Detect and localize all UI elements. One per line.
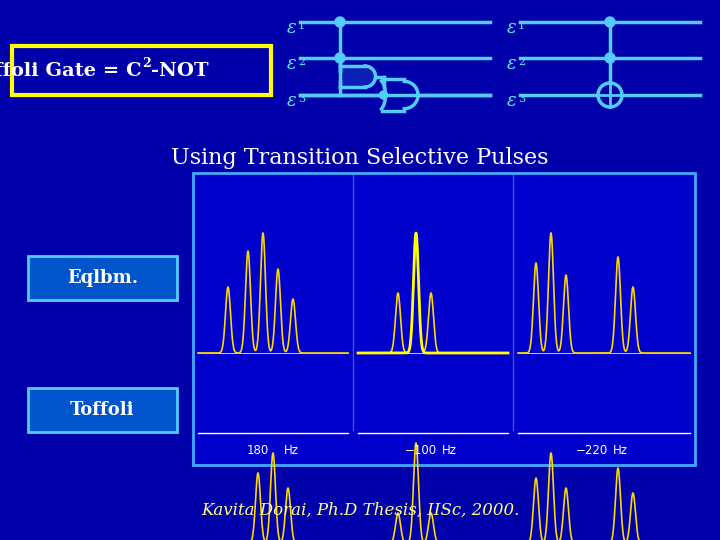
Text: -NOT: -NOT [150,63,208,80]
Text: 180: 180 [247,443,269,456]
Text: 3: 3 [298,94,305,104]
Text: ε: ε [506,55,516,73]
Text: Kavita Dorai, Ph.D Thesis, IISc, 2000.: Kavita Dorai, Ph.D Thesis, IISc, 2000. [201,502,519,518]
Circle shape [379,91,387,99]
Text: ε: ε [287,19,296,37]
Text: 3: 3 [518,94,525,104]
Circle shape [605,53,615,63]
Text: Toffoli: Toffoli [71,401,135,419]
Text: Hz: Hz [441,443,456,456]
Text: Toffoli Gate = C: Toffoli Gate = C [0,63,142,80]
FancyBboxPatch shape [28,388,177,432]
Text: ε: ε [287,55,296,73]
Text: −220: −220 [576,443,608,456]
FancyBboxPatch shape [28,256,177,300]
Circle shape [598,83,622,107]
Text: ε: ε [506,19,516,37]
Text: −100: −100 [405,443,437,456]
Circle shape [605,17,615,27]
FancyBboxPatch shape [12,46,271,95]
Text: ε: ε [506,92,516,110]
Polygon shape [340,66,376,87]
Text: 2: 2 [298,57,305,67]
Text: 2: 2 [518,57,525,67]
Text: Eqlbm.: Eqlbm. [67,269,138,287]
Text: 2: 2 [143,57,151,70]
Text: Hz: Hz [613,443,628,456]
Text: Using Transition Selective Pulses: Using Transition Selective Pulses [171,147,549,169]
Text: 1: 1 [518,21,525,31]
Text: 1: 1 [298,21,305,31]
Circle shape [335,53,345,63]
FancyBboxPatch shape [193,173,695,465]
Text: ε: ε [287,92,296,110]
Circle shape [335,17,345,27]
Text: Hz: Hz [284,443,299,456]
